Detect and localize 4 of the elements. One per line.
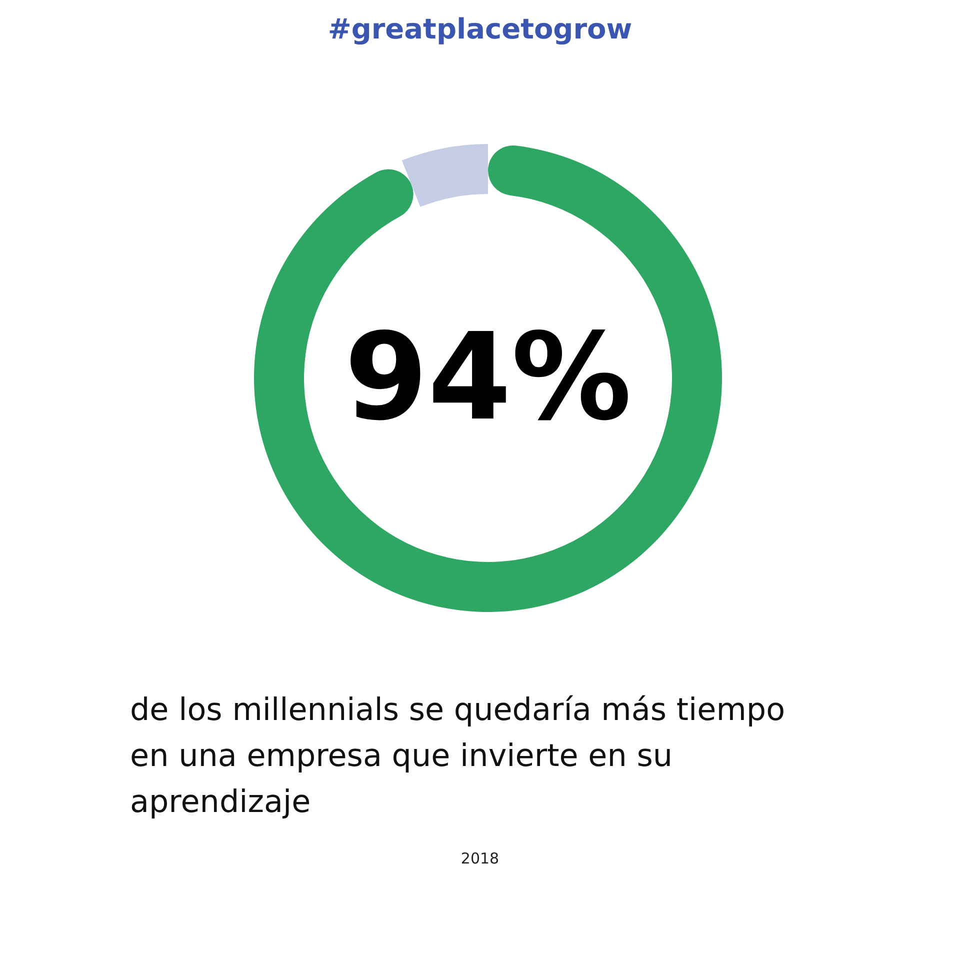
data-label: 94% (344, 308, 632, 448)
text: 2018 (460, 850, 500, 868)
chart-title: #greatplacetogrow (328, 12, 632, 46)
text: de los millennials se quedaría más tiempo en una empresa que invierte en su aprendizaje (130, 692, 795, 820)
